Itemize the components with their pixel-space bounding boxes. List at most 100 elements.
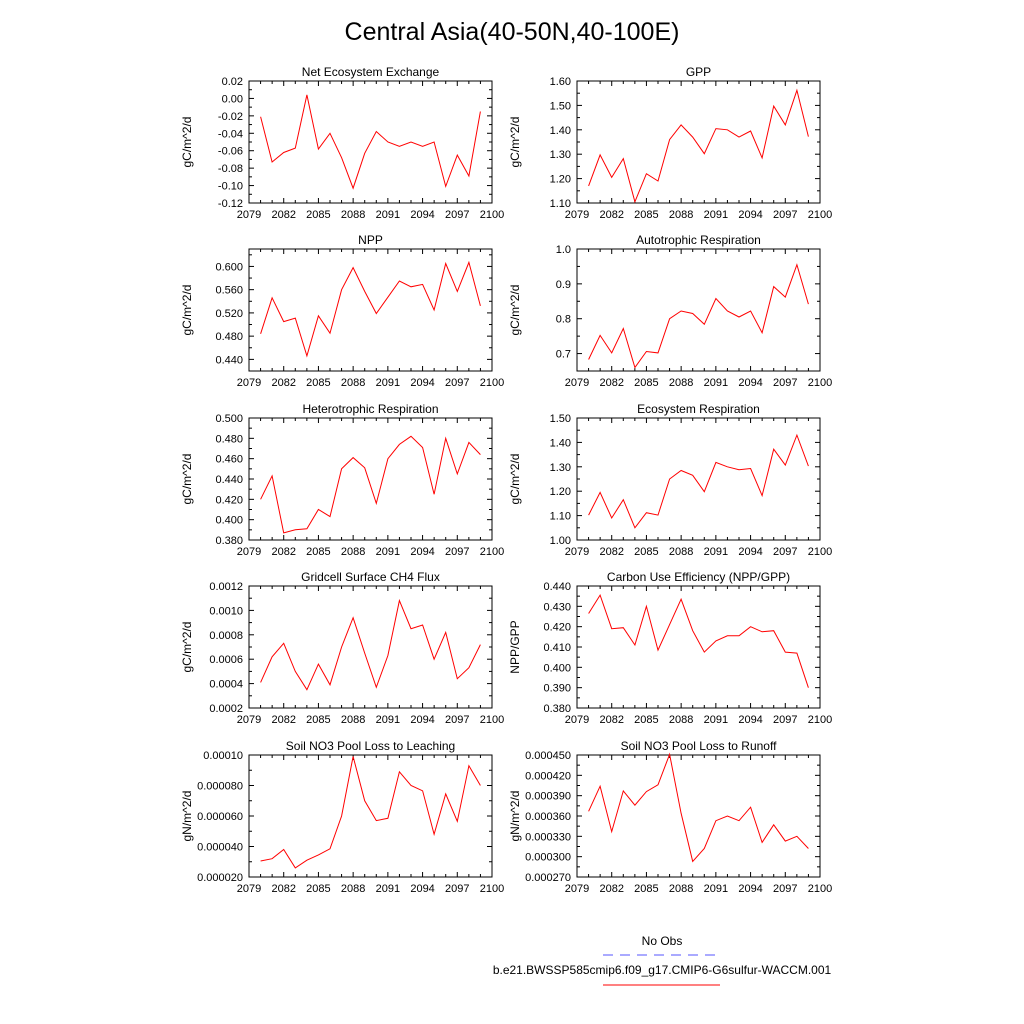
x-tick-label: 2091 bbox=[376, 377, 400, 389]
x-tick-label: 2088 bbox=[341, 377, 365, 389]
x-tick-label: 2097 bbox=[773, 209, 797, 221]
y-tick-label: 0.440 bbox=[215, 474, 243, 486]
y-tick-label: 1.00 bbox=[550, 535, 571, 547]
y-tick-label: 1.40 bbox=[550, 437, 571, 449]
x-tick-label: 2094 bbox=[738, 209, 762, 221]
x-tick-label: 2094 bbox=[410, 883, 434, 895]
x-tick-label: 2094 bbox=[738, 377, 762, 389]
y-tick-label: 0.380 bbox=[215, 535, 243, 547]
y-tick-label: 0.000330 bbox=[525, 831, 571, 843]
x-tick-label: 2088 bbox=[341, 883, 365, 895]
x-tick-label: 2082 bbox=[271, 209, 295, 221]
panel-title: Autotrophic Respiration bbox=[636, 233, 761, 247]
plot-frame bbox=[576, 585, 821, 709]
x-tick-label: 2094 bbox=[410, 714, 434, 726]
y-axis-label: gC/m^2/d bbox=[508, 117, 522, 168]
panel-title: Soil NO3 Pool Loss to Leaching bbox=[286, 739, 455, 753]
y-tick-label: 0.00 bbox=[222, 93, 243, 105]
y-tick-label: 0.420 bbox=[215, 494, 243, 506]
x-tick-label: 2079 bbox=[237, 546, 261, 558]
y-tick-label: 0.480 bbox=[215, 433, 243, 445]
y-tick-label: 0.380 bbox=[543, 703, 571, 715]
series-line bbox=[588, 752, 809, 863]
x-tick-label: 2088 bbox=[669, 714, 693, 726]
y-tick-label: 0.390 bbox=[543, 683, 571, 695]
y-tick-label: 1.10 bbox=[550, 511, 571, 523]
y-tick-label: 0.9 bbox=[556, 279, 571, 291]
x-tick-label: 2082 bbox=[599, 714, 623, 726]
chart-panels: Net Ecosystem Exchange gC/m^2/d 2079 2082 20… bbox=[180, 65, 832, 895]
x-tick-label: 2079 bbox=[237, 714, 261, 726]
chart-panel-9: Soil NO3 Pool Loss to Leaching gN/m^2/d 20… bbox=[180, 739, 504, 895]
x-tick-label: 2091 bbox=[704, 377, 728, 389]
y-axis-label: gC/m^2/d bbox=[180, 622, 194, 673]
figure-title: Central Asia(40-50N,40-100E) bbox=[345, 18, 680, 46]
legend-model-label: b.e21.BWSSP585cmip6.f09_g17.CMIP6-G6sulf… bbox=[493, 963, 832, 977]
y-tick-label: 0.500 bbox=[215, 413, 243, 425]
x-tick-label: 2085 bbox=[634, 377, 658, 389]
x-tick-label: 2100 bbox=[480, 883, 504, 895]
y-tick-label: 0.410 bbox=[543, 642, 571, 654]
x-tick-label: 2079 bbox=[565, 714, 589, 726]
x-tick-label: 2097 bbox=[445, 714, 469, 726]
series-line bbox=[588, 433, 809, 529]
panel-title: Gridcell Surface CH4 Flux bbox=[301, 570, 440, 584]
x-tick-label: 2100 bbox=[480, 714, 504, 726]
series-line bbox=[260, 598, 481, 691]
y-tick-label: 0.0006 bbox=[209, 654, 243, 666]
x-tick-label: 2100 bbox=[480, 209, 504, 221]
chart-panel-8: Carbon Use Efficiency (NPP/GPP) NPP/GPP 20… bbox=[508, 570, 832, 726]
x-tick-label: 2085 bbox=[634, 209, 658, 221]
y-axis-label: gC/m^2/d bbox=[180, 454, 194, 505]
series-line bbox=[260, 756, 481, 869]
x-tick-label: 2085 bbox=[306, 377, 330, 389]
x-tick-label: 2100 bbox=[480, 377, 504, 389]
x-tick-label: 2097 bbox=[445, 546, 469, 558]
y-tick-label: 0.0008 bbox=[209, 630, 243, 642]
y-axis-label: gC/m^2/d bbox=[508, 454, 522, 505]
y-tick-label: 0.420 bbox=[543, 622, 571, 634]
x-tick-label: 2094 bbox=[738, 714, 762, 726]
legend: No Obs b.e21.BWSSP585cmip6.f09_g17.CMIP6… bbox=[493, 934, 832, 986]
y-tick-label: -0.12 bbox=[218, 198, 243, 210]
y-tick-label: 0.7 bbox=[556, 349, 571, 361]
x-tick-label: 2085 bbox=[306, 546, 330, 558]
y-tick-label: 0.560 bbox=[215, 285, 243, 297]
x-tick-label: 2088 bbox=[669, 209, 693, 221]
x-tick-label: 2100 bbox=[808, 714, 832, 726]
y-tick-label: 1.50 bbox=[550, 413, 571, 425]
y-tick-label: -0.08 bbox=[218, 163, 243, 175]
y-tick-label: 0.8 bbox=[556, 314, 571, 326]
x-tick-label: 2091 bbox=[376, 546, 400, 558]
x-tick-label: 2097 bbox=[773, 377, 797, 389]
panel-title: Soil NO3 Pool Loss to Runoff bbox=[621, 739, 778, 753]
y-tick-label: 1.50 bbox=[550, 100, 571, 112]
y-tick-label: 0.400 bbox=[215, 515, 243, 527]
x-tick-label: 2088 bbox=[669, 377, 693, 389]
x-tick-label: 2091 bbox=[704, 714, 728, 726]
y-axis-label: gC/m^2/d bbox=[508, 285, 522, 336]
y-tick-label: -0.06 bbox=[218, 146, 243, 158]
y-tick-label: 1.30 bbox=[550, 462, 571, 474]
plot-frame bbox=[248, 417, 493, 541]
x-tick-label: 2082 bbox=[271, 714, 295, 726]
x-tick-label: 2079 bbox=[237, 209, 261, 221]
x-tick-label: 2079 bbox=[565, 546, 589, 558]
chart-panel-7: Gridcell Surface CH4 Flux gC/m^2/d 2079 208… bbox=[180, 570, 504, 726]
y-axis-label: NPP/GPP bbox=[508, 620, 522, 673]
x-tick-label: 2082 bbox=[599, 209, 623, 221]
plot-frame bbox=[576, 80, 821, 204]
y-axis-label: gN/m^2/d bbox=[180, 791, 194, 842]
chart-panel-10: Soil NO3 Pool Loss to Runoff gN/m^2/d 2079… bbox=[508, 739, 832, 895]
y-tick-label: -0.10 bbox=[218, 181, 243, 193]
x-tick-label: 2091 bbox=[704, 883, 728, 895]
panel-title: Net Ecosystem Exchange bbox=[302, 65, 440, 79]
plot-frame bbox=[576, 754, 821, 878]
x-tick-label: 2079 bbox=[237, 377, 261, 389]
chart-panel-5: Heterotrophic Respiration gC/m^2/d 2079 208… bbox=[180, 402, 504, 558]
x-tick-label: 2100 bbox=[808, 377, 832, 389]
chart-panel-2: GPP gC/m^2/d 2079 2082 2085 2088 2091 2094 2097 2… bbox=[508, 65, 832, 221]
x-tick-label: 2085 bbox=[634, 883, 658, 895]
series-line bbox=[260, 260, 481, 358]
y-tick-label: 0.000420 bbox=[525, 770, 571, 782]
